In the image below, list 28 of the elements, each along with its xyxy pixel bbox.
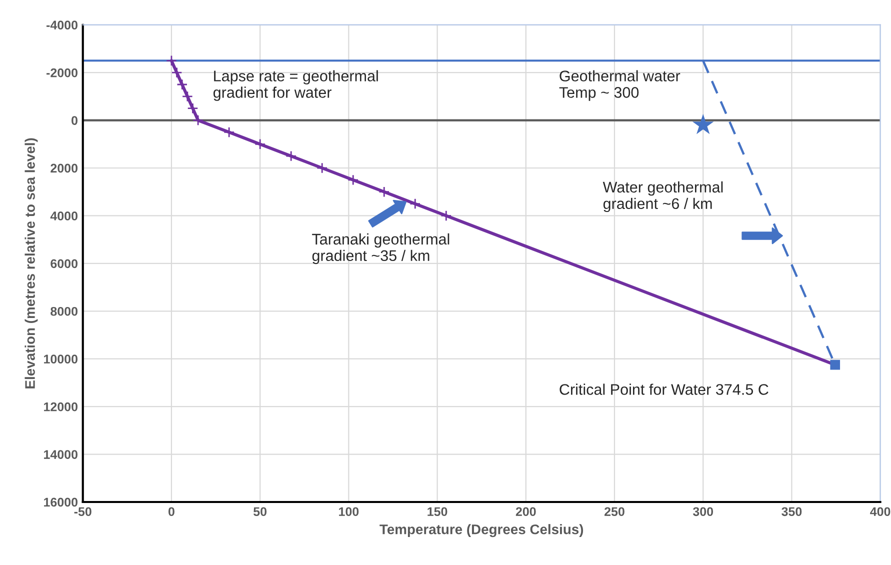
y-tick-label: 0	[72, 116, 78, 125]
y-tick-label: 10000	[44, 354, 78, 364]
y-tick-label: -2000	[46, 68, 78, 78]
y-tick-label: 4000	[50, 212, 78, 220]
y-tick-label: 6000	[50, 259, 78, 268]
annotation: Water geothermal gradient ~6 / km	[602, 181, 723, 212]
y-axis-title: Elevation (metres relative to sea level)	[24, 138, 38, 388]
y-tick-label: 16000	[44, 498, 78, 507]
x-tick-label: 150	[428, 507, 448, 516]
x-tick-label: 400	[870, 507, 890, 516]
x-tick-label: 300	[692, 507, 714, 516]
x-tick-label: 50	[254, 507, 267, 516]
annotation: Lapse rate = geothermal gradient for water	[213, 70, 378, 101]
y-tick-label: 12000	[44, 402, 78, 412]
x-tick-label: 200	[516, 507, 536, 516]
y-tick-label: 8000	[50, 306, 78, 316]
x-tick-label: 350	[782, 507, 802, 516]
x-axis-title: Temperature (Degrees Celsius)	[380, 524, 584, 538]
annotation: Critical Point for Water 374.5 C	[560, 384, 768, 395]
x-tick-label: 0	[168, 507, 174, 516]
y-tick-label: -4000	[46, 20, 78, 30]
x-tick-label: -50	[74, 507, 92, 516]
y-tick-label: 2000	[50, 164, 78, 173]
annotation: Taranaki geothermal gradient ~35 / km	[312, 233, 450, 264]
annotation: Geothermal water Temp ~ 300	[559, 70, 680, 101]
x-tick-label: 250	[604, 507, 624, 516]
y-tick-label: 14000	[44, 450, 78, 459]
x-tick-label: 100	[339, 507, 359, 516]
